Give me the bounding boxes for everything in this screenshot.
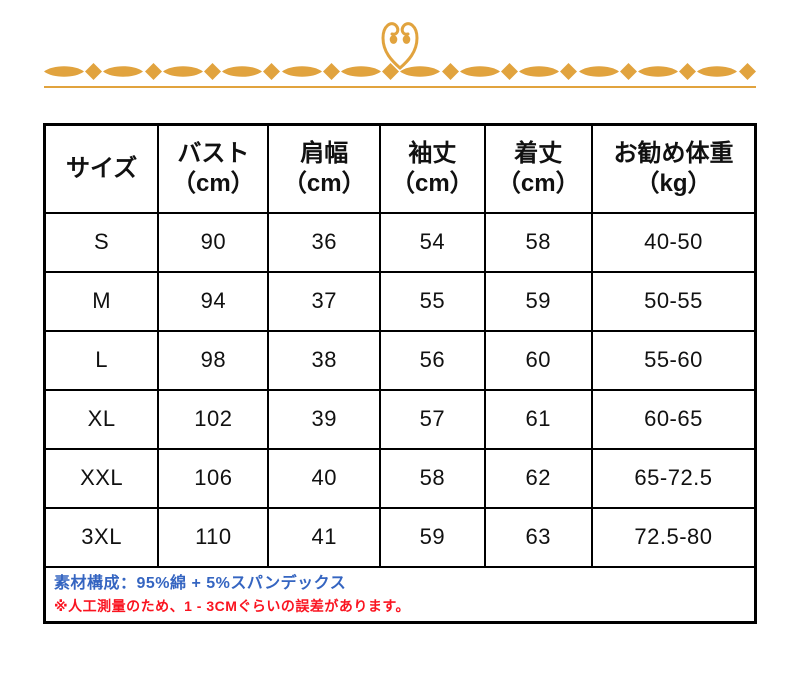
lens-ornament-icon	[697, 65, 738, 77]
diamond-ornament-icon	[619, 62, 637, 80]
column-header-size: サイズ	[43, 123, 160, 214]
column-header-length: 着丈 （cm）	[483, 123, 593, 214]
size-cell: XL	[43, 388, 160, 450]
shoulder-cell: 37	[267, 270, 382, 332]
size-cell: S	[43, 211, 160, 273]
length-cell: 61	[483, 388, 593, 450]
table-row-xl: XL 102 39 57 61 60-65	[43, 388, 757, 450]
ornament-strip	[44, 62, 756, 80]
bust-cell: 106	[157, 447, 270, 509]
weight-cell: 55-60	[590, 329, 757, 391]
weight-cell: 40-50	[590, 211, 757, 273]
lens-ornament-icon	[162, 65, 203, 77]
length-cell: 59	[483, 270, 593, 332]
lens-ornament-icon	[44, 65, 84, 77]
diamond-ornament-icon	[144, 62, 162, 80]
bust-cell: 102	[157, 388, 270, 450]
diamond-ornament-icon	[501, 62, 519, 80]
diamond-ornament-icon	[738, 62, 756, 80]
column-header-bust: バスト （cm）	[157, 123, 270, 214]
weight-cell: 65-72.5	[590, 447, 757, 509]
table-row-s: S 90 36 54 58 40-50	[43, 211, 757, 273]
diamond-ornament-icon	[204, 62, 222, 80]
shoulder-cell: 41	[267, 506, 382, 568]
diamond-ornament-icon	[382, 62, 400, 80]
column-label: サイズ	[65, 154, 138, 182]
sleeve-cell: 59	[379, 506, 486, 568]
table-row-l: L 98 38 56 60 55-60	[43, 329, 757, 391]
lens-ornament-icon	[222, 65, 263, 77]
lens-ornament-icon	[103, 65, 144, 77]
lens-ornament-icon	[638, 65, 679, 77]
diamond-ornament-icon	[85, 62, 103, 80]
column-unit: （cm）	[496, 169, 580, 197]
sleeve-cell: 55	[379, 270, 486, 332]
weight-cell: 50-55	[590, 270, 757, 332]
length-cell: 62	[483, 447, 593, 509]
lens-ornament-icon	[400, 65, 441, 77]
heart-flourish-icon	[381, 22, 419, 70]
column-unit: （cm）	[390, 169, 474, 197]
caution-note: ※人工測量のため、1 - 3CMぐらいの誤差があります。	[54, 597, 410, 614]
column-label: 袖丈	[408, 139, 457, 167]
sleeve-cell: 56	[379, 329, 486, 391]
column-header-weight: お勧め体重 （kg）	[590, 123, 757, 214]
column-header-sleeve: 袖丈 （cm）	[379, 123, 486, 214]
lens-ornament-icon	[341, 65, 382, 77]
bust-cell: 110	[157, 506, 270, 568]
sleeve-cell: 58	[379, 447, 486, 509]
material-note: 素材構成：95%綿 + 5%スパンデックス	[54, 574, 347, 592]
table-row-3xl: 3XL 110 41 59 63 72.5-80	[43, 506, 757, 568]
length-cell: 58	[483, 211, 593, 273]
lens-ornament-icon	[578, 65, 619, 77]
sleeve-cell: 54	[379, 211, 486, 273]
column-header-shoulder: 肩幅 （cm）	[267, 123, 382, 214]
size-cell: M	[43, 270, 160, 332]
shoulder-cell: 36	[267, 211, 382, 273]
column-unit: （kg）	[635, 169, 712, 197]
column-unit: （cm）	[172, 169, 255, 197]
weight-cell: 72.5-80	[590, 506, 757, 568]
diamond-ornament-icon	[263, 62, 281, 80]
column-label: 着丈	[514, 139, 563, 167]
bust-cell: 98	[157, 329, 270, 391]
shoulder-cell: 39	[267, 388, 382, 450]
length-cell: 63	[483, 506, 593, 568]
table-row-xxl: XXL 106 40 58 62 65-72.5	[43, 447, 757, 509]
size-cell: XXL	[43, 447, 160, 509]
notes-row: 素材構成：95%綿 + 5%スパンデックス ※人工測量のため、1 - 3CMぐら…	[43, 565, 757, 624]
column-unit: （cm）	[282, 169, 366, 197]
diamond-ornament-icon	[322, 62, 340, 80]
size-chart-table: サイズ バスト （cm） 肩幅 （cm） 袖丈 （cm） 着丈 （cm） お勧め体重 （k…	[43, 123, 757, 624]
length-cell: 60	[483, 329, 593, 391]
column-label: バスト	[177, 139, 250, 167]
bust-cell: 90	[157, 211, 270, 273]
weight-cell: 60-65	[590, 388, 757, 450]
lens-ornament-icon	[459, 65, 500, 77]
sleeve-cell: 57	[379, 388, 486, 450]
shoulder-cell: 38	[267, 329, 382, 391]
notes-cell: 素材構成：95%綿 + 5%スパンデックス ※人工測量のため、1 - 3CMぐら…	[43, 565, 757, 624]
column-label: 肩幅	[300, 139, 349, 167]
size-cell: L	[43, 329, 160, 391]
lens-ornament-icon	[519, 65, 560, 77]
table-row-m: M 94 37 55 59 50-55	[43, 270, 757, 332]
size-cell: 3XL	[43, 506, 160, 568]
lens-ornament-icon	[281, 65, 322, 77]
column-label: お勧め体重	[613, 139, 734, 167]
diamond-ornament-icon	[441, 62, 459, 80]
bust-cell: 94	[157, 270, 270, 332]
shoulder-cell: 40	[267, 447, 382, 509]
ornament-underline	[44, 86, 756, 88]
diamond-ornament-icon	[679, 62, 697, 80]
header-row: サイズ バスト （cm） 肩幅 （cm） 袖丈 （cm） 着丈 （cm） お勧め体重 （k…	[43, 123, 757, 214]
diamond-ornament-icon	[560, 62, 578, 80]
decorative-divider	[44, 0, 756, 92]
